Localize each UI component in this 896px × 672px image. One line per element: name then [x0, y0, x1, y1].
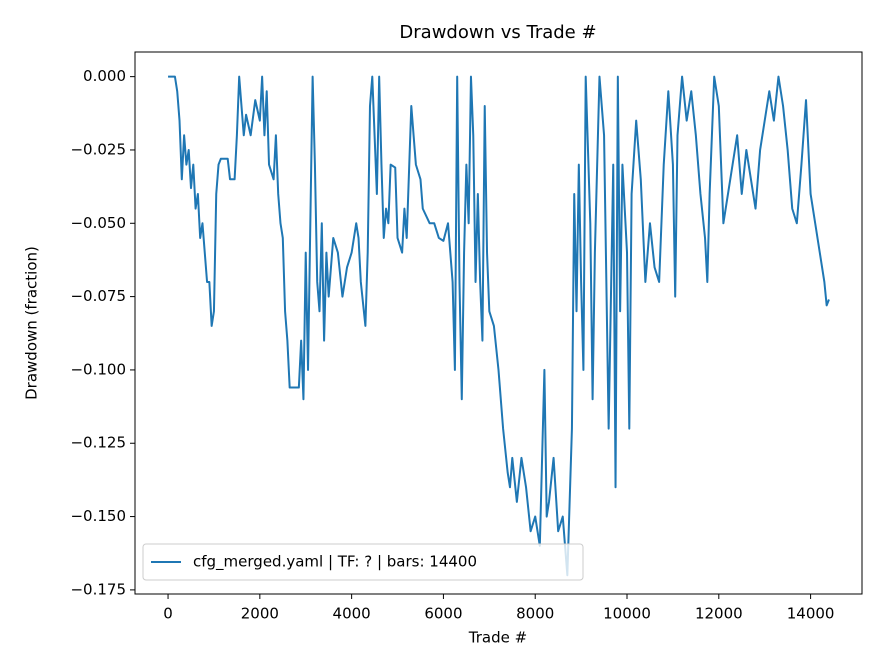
- y-tick-label: −0.050: [70, 214, 126, 232]
- legend-box: [142, 543, 584, 581]
- plot-frame: [134, 51, 863, 595]
- y-tick-label: −0.175: [70, 580, 126, 598]
- data-line: [168, 75, 830, 577]
- y-tick-label: −0.075: [70, 287, 126, 305]
- y-axis-label: Drawdown (fraction): [23, 246, 41, 400]
- x-tick-label: 2000: [241, 605, 279, 623]
- x-axis-label: Trade #: [468, 629, 527, 647]
- y-tick-label: −0.025: [70, 140, 126, 158]
- legend: cfg_merged.yaml | TF: ? | bars: 14400: [142, 543, 584, 581]
- x-tick-label: 0: [163, 605, 173, 623]
- y-tick-label: −0.150: [70, 507, 126, 525]
- x-tick-label: 12000: [695, 605, 743, 623]
- y-tick-label: 0.000: [83, 67, 126, 85]
- y-tick-label: −0.125: [70, 434, 126, 452]
- x-tick-label: 14000: [787, 605, 835, 623]
- chart-title: Drawdown vs Trade #: [399, 22, 596, 43]
- x-tick-label: 6000: [424, 605, 462, 623]
- x-tick-label: 10000: [603, 605, 651, 623]
- x-tick-label: 4000: [333, 605, 371, 623]
- legend-label: cfg_merged.yaml | TF: ? | bars: 14400: [193, 553, 477, 572]
- y-tick-label: −0.100: [70, 360, 126, 378]
- x-tick-label: 8000: [516, 605, 554, 623]
